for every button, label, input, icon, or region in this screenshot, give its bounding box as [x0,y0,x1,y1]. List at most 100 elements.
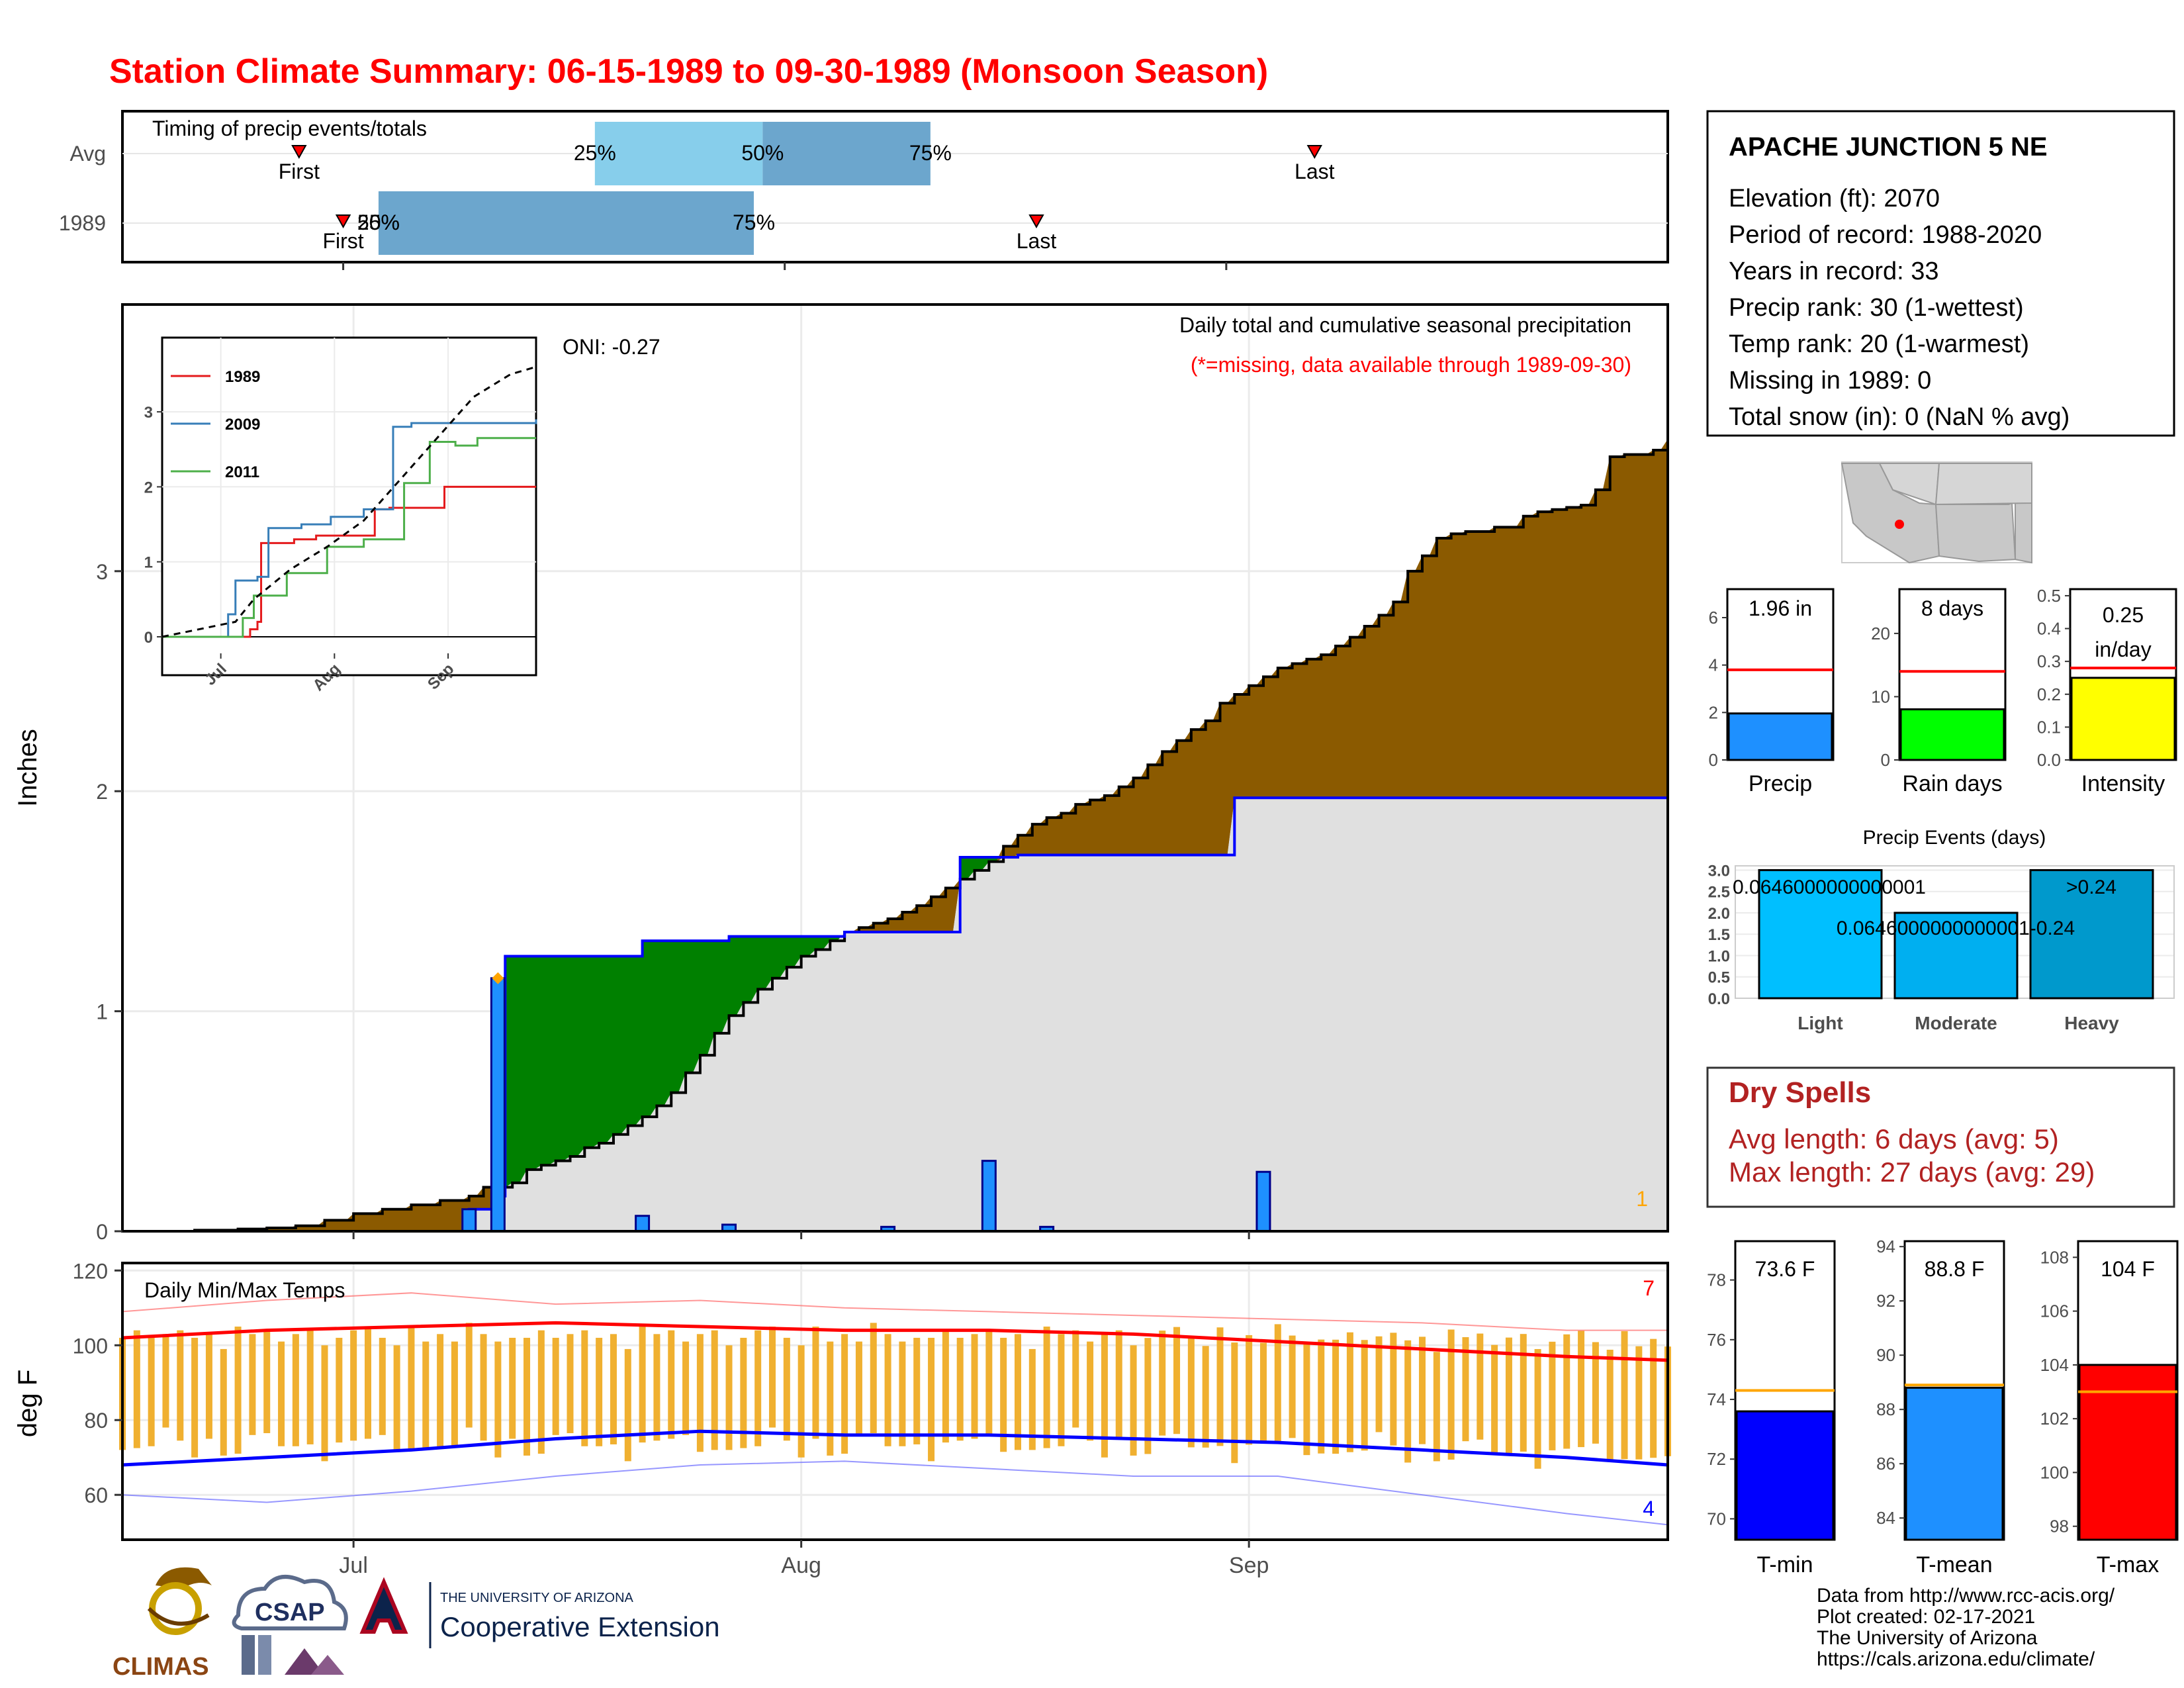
timing-percentile-label: 75% [733,211,775,234]
precip-events-bars: 0.0 0.5 1.0 1.5 2.0 2.5 3.0 Light Moderate Heavy 0… [1708,862,2175,1033]
events-ytick-label: 2.5 [1708,884,1730,902]
summary-value-label: 1.96 in [1749,596,1812,620]
precip-panel-title: Daily total and cumulative seasonal prec… [1179,313,1631,337]
daily-temp-range-bar [1390,1333,1397,1446]
dry-spells-title: Dry Spells [1729,1076,1871,1109]
timing-1989-bar [378,191,754,255]
summary-bar-label: Precip [1749,771,1812,796]
daily-temp-range-bar [1087,1341,1094,1441]
daily-temp-range-bar [899,1341,906,1446]
station-name: APACHE JUNCTION 5 NE [1729,132,2048,162]
timing-panel: Timing of precip events/totals Avg 1989 … [59,110,1669,270]
timing-row-avg-label: Avg [69,142,106,165]
temp-summary-label: T-max [2097,1552,2159,1577]
events-bar-label-light: 0.0646000000000001 [1733,876,1926,898]
temp-series [119,1263,1671,1540]
temp-summary-bar-t-max [2078,1364,2177,1541]
daily-temp-range-bar [610,1334,617,1444]
temp-line-record-max [122,1292,1668,1331]
temp-corner-top: 7 [1643,1276,1655,1300]
daily-temp-range-bar [1433,1352,1440,1462]
timing-percentile-label: 25% [357,211,400,234]
daily-temp-range-bar [162,1334,169,1428]
temp-line-avg-max [122,1321,1668,1362]
daily-temp-range-bar [379,1337,386,1435]
events-bar-label-moderate: 0.0646000000000001-0.24 [1837,917,2075,939]
daily-temp-range-bar [523,1337,531,1456]
events-xtick-label: Moderate [1915,1013,1997,1033]
station-detail-line: Years in record: 33 [1729,258,1939,285]
events-bar-moderate [1893,912,2019,1000]
temp-summary-ytick-label: 72 [1707,1449,1726,1469]
observed-cumulative-area [122,798,1668,1231]
daily-temp-range-bar [1303,1343,1310,1456]
temp-summary-ytick-label: 104 [2040,1355,2069,1375]
timing-percentile-label: 25% [574,141,616,165]
temp-summary-ytick-label: 102 [2040,1409,2069,1429]
daily-temp-range-bar [783,1337,790,1441]
timing-avg-q2-bar [762,122,931,185]
daily-precip-bar [461,1208,477,1233]
daily-temp-range-bar [942,1330,949,1443]
temp-summary-ytick-label: 106 [2040,1301,2069,1321]
temp-panel-title: Daily Min/Max Temps [144,1278,345,1302]
daily-temp-range-bar [537,1330,545,1454]
daily-temp-range-bar [884,1334,891,1446]
precip-events-chart: Precip Events (days) 0.0 0.5 1.0 1.5 2.0 2.5 3… [1708,827,2175,1033]
temp-xtick-label: Aug [781,1553,821,1578]
oni-label: ONI: -0.27 [563,335,660,359]
daily-temp-range-bar [1072,1330,1079,1428]
summary-ytick-label: 0.0 [2037,750,2061,770]
daily-temp-range-bar [249,1334,256,1435]
summary-ytick-label: 0.3 [2037,651,2061,671]
daily-temp-range-bar [1318,1339,1325,1454]
summary-ytick-label: 2 [1709,702,1718,722]
inset-legend-label: 2009 [225,416,260,434]
precip-events-title: Precip Events (days) [1863,827,2046,849]
temp-summary-ytick-label: 98 [2050,1517,2069,1536]
daily-temp-range-bar [408,1327,415,1450]
summary-value-label: 0.25 [2103,603,2144,627]
daily-temp-range-bar [1130,1345,1137,1456]
temp-summary-charts: 70 72 74 76 78 73.6 F T-min 84 86 88 90 92 94 88.8 F T… [1707,1237,2179,1577]
inset-ytick-label: 3 [144,404,153,422]
daily-temp-range-bar [1014,1334,1021,1450]
station-location-dot [1895,520,1904,529]
inset-ytick-label: 1 [144,554,153,572]
temp-summary-ytick-label: 74 [1707,1389,1726,1409]
daily-temp-range-bar [1578,1331,1585,1448]
station-info-box: APACHE JUNCTION 5 NE Elevation (ft): 207… [1706,110,2175,437]
summary-ytick-label: 4 [1709,655,1718,675]
daily-temp-range-bar [393,1345,400,1452]
inset-series-1989 [162,485,536,638]
events-xtick-label: Heavy [2064,1013,2119,1033]
daily-temp-range-bar [509,1337,516,1439]
timing-avg-q1-bar [594,122,763,185]
precip-yaxis: 0 1 2 3 [96,560,1250,1244]
timing-event-label: Last [1017,229,1057,253]
dry-spells-max: Max length: 27 days (avg: 29) [1729,1156,2095,1188]
precip-ylabel: Inches [13,729,42,807]
timing-row-1989-label: 1989 [59,211,106,235]
daily-temp-range-bar [913,1337,921,1444]
daily-temp-range-bar [321,1345,328,1462]
summary-bar-label: Intensity [2081,771,2165,796]
temp-ytick-label: 120 [73,1259,108,1283]
daily-temp-range-bar [1404,1340,1412,1463]
daily-temp-range-bar [1635,1346,1643,1460]
daily-temp-range-bar [711,1330,718,1450]
temp-summary-ytick-label: 76 [1707,1330,1726,1350]
timing-event-marker [335,214,351,229]
daily-temp-range-bar [191,1337,199,1458]
daily-temp-range-bar [177,1330,184,1441]
inset-series-avg [161,365,537,638]
temp-xtick-label: Sep [1229,1553,1269,1578]
climas-logo: CLIMAS [113,1567,212,1681]
temp-ytick-label: 100 [73,1334,108,1358]
station-detail-lines: Elevation (ft): 2070 Period of record: 19… [1729,185,2070,431]
daily-temp-range-bar [306,1330,314,1444]
footer-credit-line: The University of Arizona [1817,1627,2038,1649]
precip-ytick-label: 1 [96,1000,108,1024]
daily-temp-range-bar [567,1334,574,1434]
